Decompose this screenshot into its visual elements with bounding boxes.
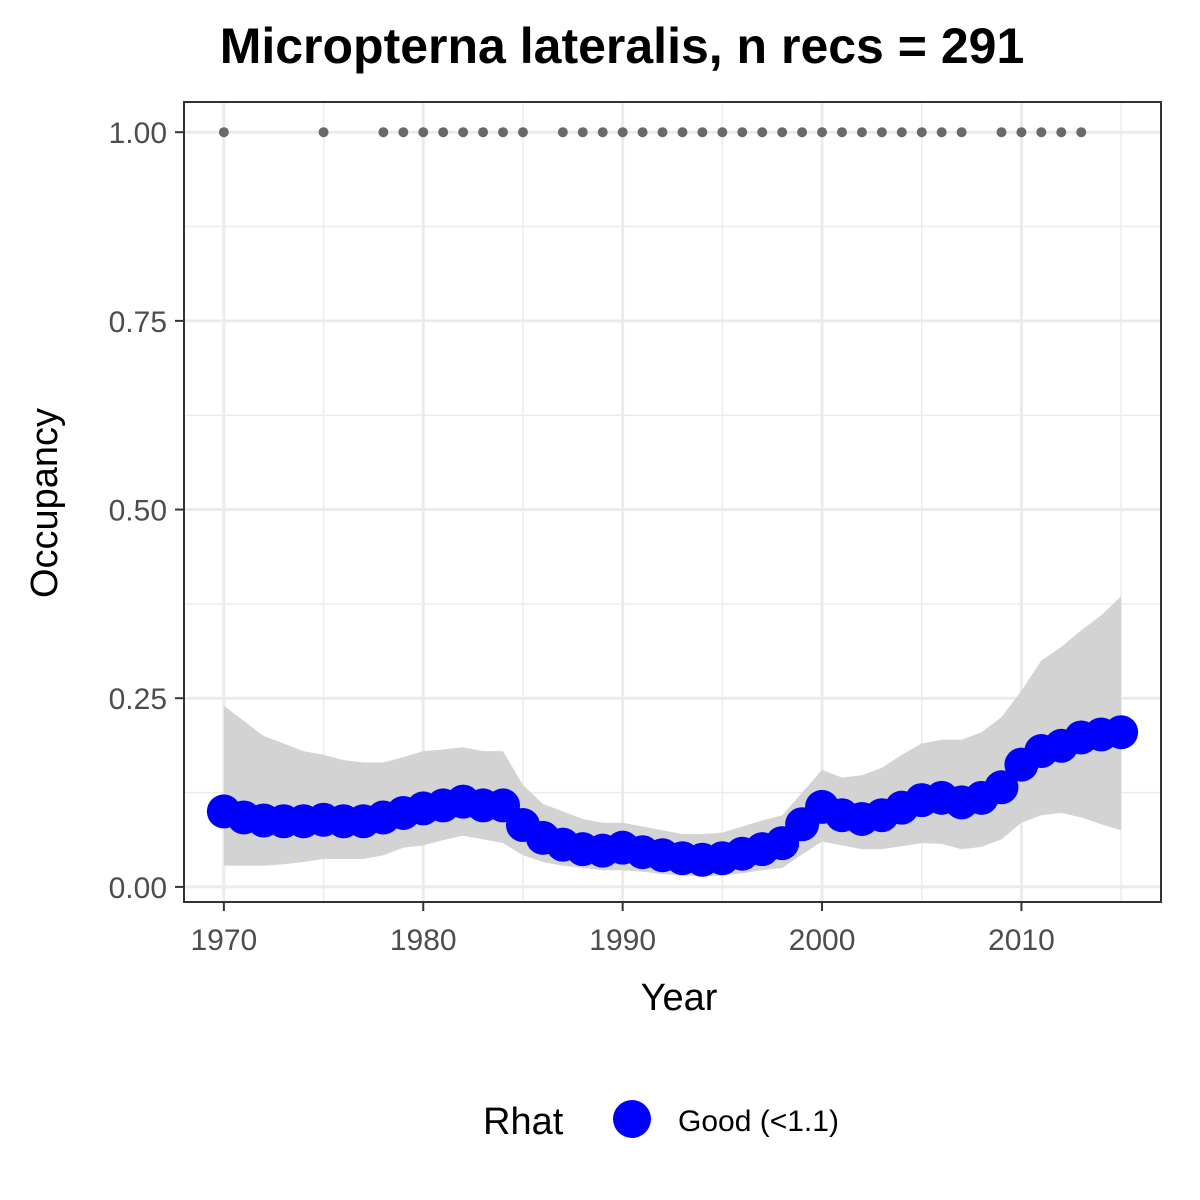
record-point xyxy=(498,127,509,138)
record-point xyxy=(697,127,708,138)
record-point xyxy=(996,127,1007,138)
record-point xyxy=(797,127,808,138)
record-point xyxy=(517,127,528,138)
record-point xyxy=(398,127,409,138)
record-point xyxy=(1016,127,1027,138)
record-point xyxy=(1036,127,1047,138)
x-axis-title: Year xyxy=(641,977,718,1019)
record-point xyxy=(836,127,847,138)
y-tick-label: 0.00 xyxy=(109,872,167,905)
x-tick-label: 2000 xyxy=(789,924,856,957)
axis-ticks: 1970 1980 1990 2000 2010 0.00 0.25 0.50 0.75 1.00 xyxy=(109,117,1055,957)
record-point xyxy=(478,127,489,138)
x-tick-label: 2010 xyxy=(988,924,1055,957)
record-point xyxy=(956,127,967,138)
record-point xyxy=(597,127,608,138)
record-point xyxy=(418,127,429,138)
record-point xyxy=(1076,127,1087,138)
record-point xyxy=(677,127,688,138)
legend: Rhat Good (<1.1) xyxy=(483,1100,839,1143)
y-tick-label: 0.50 xyxy=(109,495,167,528)
record-point xyxy=(577,127,588,138)
record-point xyxy=(896,127,907,138)
record-point xyxy=(737,127,748,138)
record-point xyxy=(218,127,229,138)
record-point xyxy=(717,127,728,138)
record-point xyxy=(438,127,449,138)
y-tick-label: 0.75 xyxy=(109,306,167,339)
record-point xyxy=(936,127,947,138)
record-point xyxy=(458,127,469,138)
record-point xyxy=(1056,127,1067,138)
record-point xyxy=(817,127,828,138)
record-point xyxy=(856,127,867,138)
legend-title: Rhat xyxy=(483,1101,564,1143)
record-point xyxy=(916,127,927,138)
x-tick-label: 1990 xyxy=(589,924,656,957)
chart-title: Micropterna lateralis, n recs = 291 xyxy=(220,18,1025,74)
record-point xyxy=(617,127,628,138)
record-point xyxy=(777,127,788,138)
record-point xyxy=(557,127,568,138)
record-point xyxy=(757,127,768,138)
record-point xyxy=(637,127,648,138)
record-points xyxy=(218,127,1087,138)
occupancy-point xyxy=(1104,715,1139,750)
x-tick-label: 1970 xyxy=(191,924,258,957)
record-point xyxy=(318,127,329,138)
record-point xyxy=(657,127,668,138)
y-axis-title: Occupancy xyxy=(24,408,66,598)
y-tick-label: 0.25 xyxy=(109,683,167,716)
record-point xyxy=(378,127,389,138)
legend-label-good: Good (<1.1) xyxy=(678,1105,839,1138)
occupancy-point xyxy=(984,770,1019,805)
occupancy-series xyxy=(206,715,1139,877)
y-tick-label: 1.00 xyxy=(109,117,167,150)
record-point xyxy=(876,127,887,138)
legend-key-good xyxy=(613,1100,651,1138)
panel-border xyxy=(183,101,1162,903)
x-tick-label: 1980 xyxy=(390,924,457,957)
